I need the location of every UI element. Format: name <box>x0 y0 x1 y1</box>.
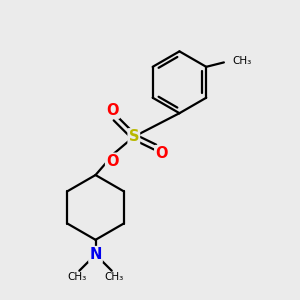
Text: O: O <box>106 154 118 169</box>
Text: CH₃: CH₃ <box>68 272 87 282</box>
Text: O: O <box>106 103 119 118</box>
Text: S: S <box>129 129 139 144</box>
Text: CH₃: CH₃ <box>232 56 251 66</box>
Text: CH₃: CH₃ <box>104 272 124 282</box>
Text: N: N <box>89 247 102 262</box>
Text: O: O <box>155 146 168 161</box>
